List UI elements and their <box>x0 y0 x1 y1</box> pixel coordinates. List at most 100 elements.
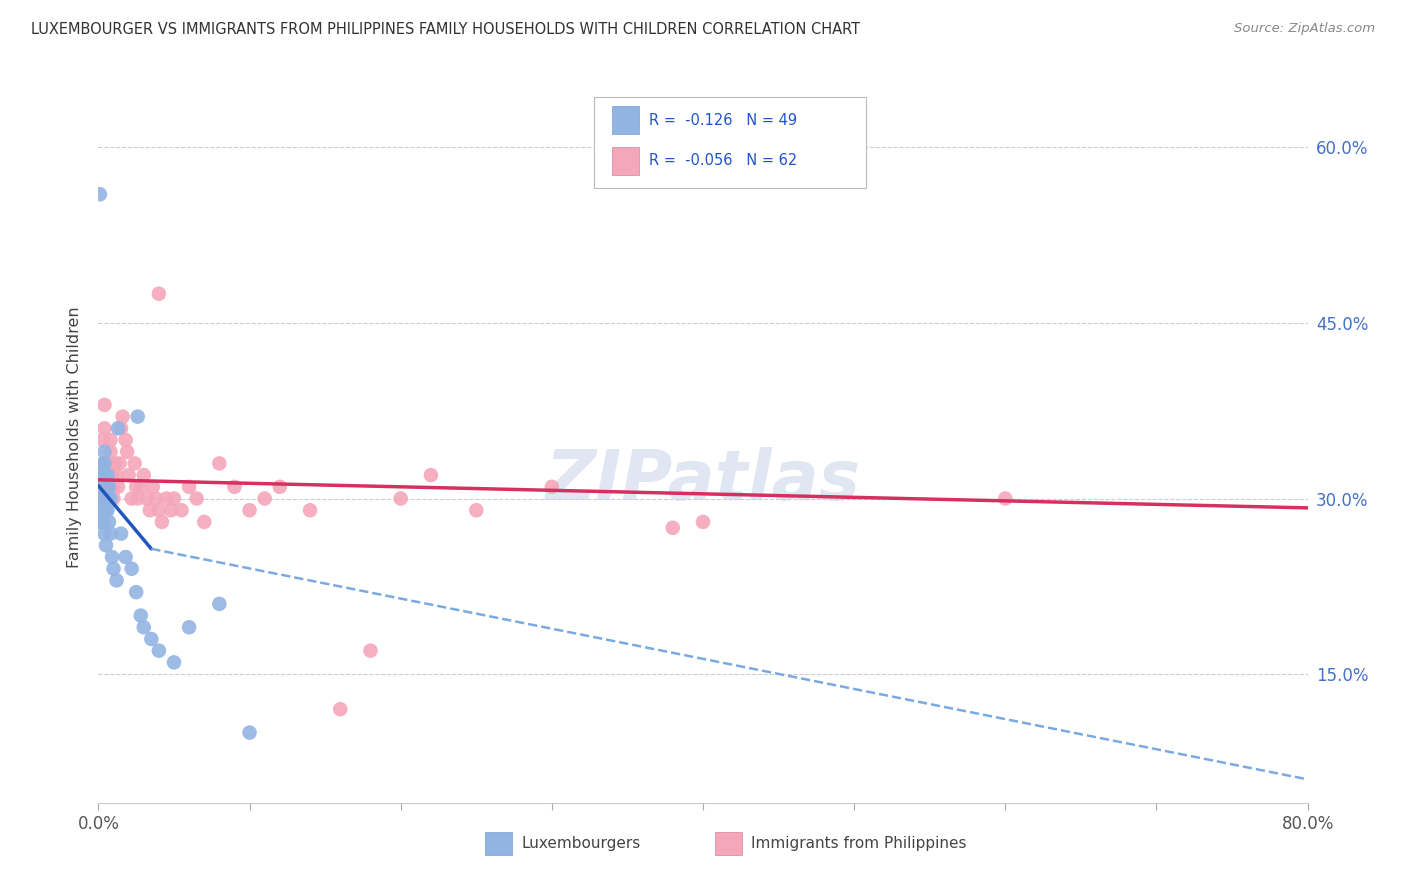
Text: Luxembourgers: Luxembourgers <box>522 837 641 851</box>
FancyBboxPatch shape <box>613 106 638 135</box>
Point <box>121 491 143 506</box>
Point <box>105 468 128 483</box>
FancyBboxPatch shape <box>595 97 866 188</box>
Point <box>994 491 1017 506</box>
Point <box>186 491 208 506</box>
Point <box>114 549 136 564</box>
Point <box>132 620 155 634</box>
Point <box>94 480 117 494</box>
Point <box>101 468 124 483</box>
Point <box>224 480 246 494</box>
Point <box>93 526 115 541</box>
Point <box>124 457 146 471</box>
Point <box>91 457 114 471</box>
Point <box>96 468 118 483</box>
Point <box>89 515 111 529</box>
Point <box>98 515 121 529</box>
Text: LUXEMBOURGER VS IMMIGRANTS FROM PHILIPPINES FAMILY HOUSEHOLDS WITH CHILDREN CORR: LUXEMBOURGER VS IMMIGRANTS FROM PHILIPPI… <box>31 22 860 37</box>
FancyBboxPatch shape <box>613 147 638 175</box>
Y-axis label: Family Households with Children: Family Households with Children <box>67 306 83 568</box>
Point <box>90 491 112 506</box>
Point <box>90 480 112 494</box>
Point <box>193 515 215 529</box>
Point <box>661 521 683 535</box>
Point <box>96 503 118 517</box>
Point <box>540 480 562 494</box>
Point <box>127 491 149 506</box>
Text: R =  -0.056   N = 62: R = -0.056 N = 62 <box>648 153 797 169</box>
Point <box>93 468 115 483</box>
Point <box>107 480 129 494</box>
Point <box>360 643 382 657</box>
Point <box>115 444 138 458</box>
Text: R =  -0.126   N = 49: R = -0.126 N = 49 <box>648 113 797 128</box>
Point <box>100 444 122 458</box>
Point <box>93 457 115 471</box>
Point <box>93 421 115 435</box>
Point <box>94 503 117 517</box>
Point <box>142 480 165 494</box>
Point <box>90 515 112 529</box>
Point <box>104 457 127 471</box>
Point <box>90 503 112 517</box>
Point <box>155 491 177 506</box>
Point <box>93 398 115 412</box>
Point <box>100 433 122 447</box>
Point <box>208 457 231 471</box>
Point <box>100 526 122 541</box>
Point <box>94 480 117 494</box>
Point <box>135 491 157 506</box>
Point <box>148 643 170 657</box>
Point <box>132 468 155 483</box>
Point <box>91 491 114 506</box>
Point <box>110 421 132 435</box>
Point <box>163 656 186 670</box>
Point <box>208 597 231 611</box>
Point <box>96 480 118 494</box>
Point <box>91 468 114 483</box>
Point <box>148 286 170 301</box>
Point <box>94 491 117 506</box>
Point <box>269 480 291 494</box>
Point <box>692 515 714 529</box>
Text: Immigrants from Philippines: Immigrants from Philippines <box>751 837 967 851</box>
Point <box>94 538 117 552</box>
Point <box>89 503 111 517</box>
Point <box>389 491 412 506</box>
Point <box>98 491 121 506</box>
Point <box>103 480 125 494</box>
Point <box>91 433 114 447</box>
Point <box>90 480 112 494</box>
Point <box>89 187 111 202</box>
Point <box>160 503 183 517</box>
Point <box>148 503 170 517</box>
Point <box>129 480 152 494</box>
Point <box>110 526 132 541</box>
Point <box>107 421 129 435</box>
Point <box>105 574 128 588</box>
Point <box>239 725 262 739</box>
Point <box>114 433 136 447</box>
Point <box>91 468 114 483</box>
Point <box>299 503 322 517</box>
Text: ZIPatlas: ZIPatlas <box>546 448 860 515</box>
Point <box>93 480 115 494</box>
Point <box>93 457 115 471</box>
Point <box>111 409 134 424</box>
Point <box>127 409 149 424</box>
Point <box>91 480 114 494</box>
Point <box>96 468 118 483</box>
Point <box>129 608 152 623</box>
Point <box>94 491 117 506</box>
Point <box>253 491 276 506</box>
Point <box>121 562 143 576</box>
FancyBboxPatch shape <box>716 832 742 855</box>
Text: Source: ZipAtlas.com: Source: ZipAtlas.com <box>1234 22 1375 36</box>
Point <box>118 468 141 483</box>
Point <box>101 549 124 564</box>
Point <box>465 503 488 517</box>
Point <box>145 491 167 506</box>
Point <box>170 503 193 517</box>
Point <box>93 444 115 458</box>
Point <box>329 702 352 716</box>
